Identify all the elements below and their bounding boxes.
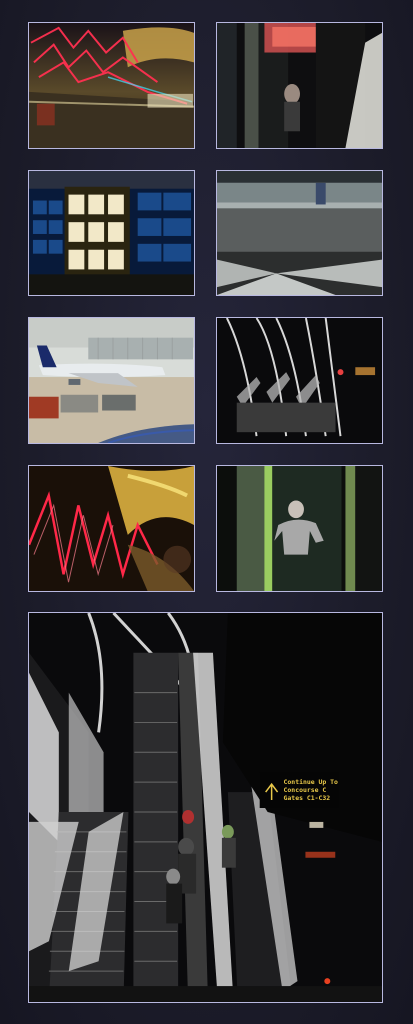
sign-line-1: Continue Up To <box>284 778 338 786</box>
photo-escalators-large: Continue Up To Concourse C Gates C1-C32 <box>29 613 382 1002</box>
photo-thumbnail-window-grid[interactable] <box>28 170 195 296</box>
photo-thumbnail-escalators-streaks[interactable] <box>216 317 383 444</box>
photo-airplane <box>29 318 194 443</box>
photo-thumbnail-person-photographing[interactable] <box>216 465 383 592</box>
photo-neon-blur <box>29 466 194 591</box>
photo-thumbnail-terminal-neon[interactable] <box>28 22 195 149</box>
photo-terminal-neon <box>29 23 194 148</box>
photo-thumbnail-window-figure[interactable] <box>216 22 383 149</box>
photo-window-grid <box>29 171 194 295</box>
sign-line-3: Gates C1-C32 <box>284 794 331 802</box>
photo-checkered-floor <box>217 171 382 295</box>
photo-featured-escalators[interactable]: Continue Up To Concourse C Gates C1-C32 <box>28 612 383 1003</box>
sign-line-2: Concourse C <box>284 786 327 794</box>
photo-thumbnail-checkered-floor[interactable] <box>216 170 383 296</box>
concourse-sign: Continue Up To Concourse C Gates C1-C32 <box>259 772 340 808</box>
arrow-up-icon <box>265 782 279 801</box>
photo-person-photographing <box>217 466 382 591</box>
photo-window-figure <box>217 23 382 148</box>
photo-thumbnail-airplane[interactable] <box>28 317 195 444</box>
photo-escalators-streaks <box>217 318 382 443</box>
photo-thumbnail-neon-blur[interactable] <box>28 465 195 592</box>
